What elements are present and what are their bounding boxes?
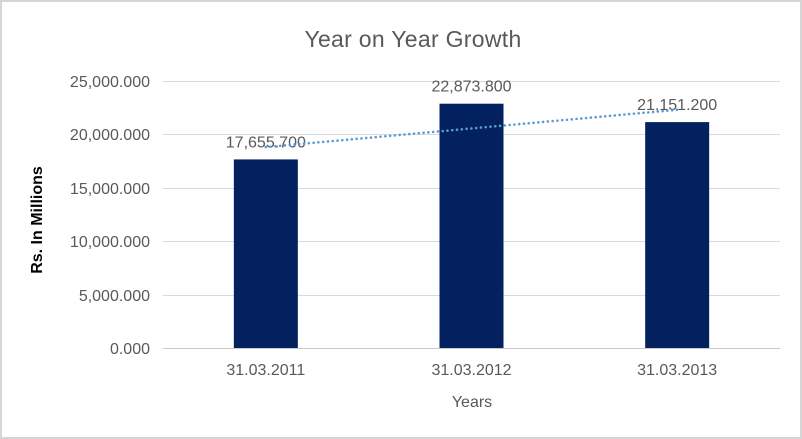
bar	[233, 159, 298, 348]
bar	[645, 122, 710, 348]
chart-title: Year on Year Growth	[304, 26, 522, 52]
y-tick-label: 10,000.000	[70, 234, 150, 251]
x-tick-label: 31.03.2013	[637, 362, 717, 379]
trendline	[264, 108, 679, 149]
y-tick-label: 0.000	[110, 341, 150, 358]
x-tick-label: 31.03.2012	[431, 362, 511, 379]
y-tick-label: 25,000.000	[70, 74, 150, 91]
x-axis-title: Years	[451, 394, 493, 411]
bar	[439, 103, 504, 348]
bar-data-label: 21,151.200	[637, 97, 717, 114]
bar-data-label: 22,873.800	[431, 79, 511, 96]
y-tick-label: 20,000.000	[70, 127, 150, 144]
y-tick-label: 15,000.000	[70, 181, 150, 198]
y-tick-label: 5,000.000	[79, 288, 150, 305]
x-tick-label: 31.03.2011	[226, 362, 305, 379]
bar-data-label: 17,655.700	[226, 134, 306, 151]
